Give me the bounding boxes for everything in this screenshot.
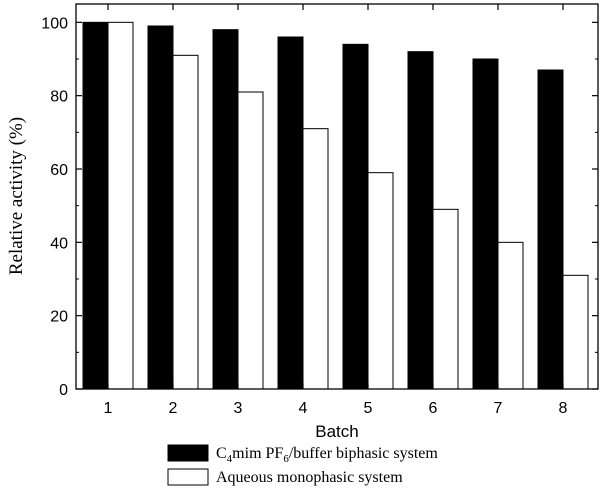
x-tick-label: 4 [299, 400, 308, 417]
bar-aqueous-batch-1 [107, 21, 134, 390]
y-tick-label: 20 [50, 309, 68, 326]
legend-swatch-aqueous [167, 468, 209, 486]
bar-aqueous-batch-5 [367, 172, 394, 390]
y-tick-label: 100 [41, 15, 68, 32]
bar-biphasic-batch-8 [537, 69, 564, 390]
bar-aqueous-batch-4 [302, 128, 329, 390]
x-tick-label: 5 [364, 400, 373, 417]
y-tick-label: 60 [50, 162, 68, 179]
x-axis: 1 2 3 4 5 6 7 8 [104, 4, 568, 417]
bar-aqueous-batch-2 [172, 54, 199, 390]
legend-label-biphasic: C4mim PF6/buffer biphasic system [216, 445, 438, 465]
x-tick-label: 2 [169, 400, 178, 417]
x-axis-title: Batch [315, 422, 358, 441]
bar-biphasic-batch-2 [147, 25, 174, 390]
legend-label-aqueous: Aqueous monophasic system [216, 469, 403, 486]
y-axis: 0 20 40 60 80 100 [41, 15, 598, 399]
x-tick-label: 1 [104, 400, 113, 417]
y-tick-label: 80 [50, 89, 68, 106]
bar-aqueous-batch-6 [432, 208, 459, 390]
x-tick-label: 6 [429, 400, 438, 417]
legend: C4mim PF6/buffer biphasic system Aqueous… [167, 444, 438, 486]
x-tick-label: 7 [494, 400, 503, 417]
bar-biphasic-batch-1 [82, 21, 109, 390]
bar-biphasic-batch-3 [212, 29, 239, 390]
y-tick-label: 40 [50, 235, 68, 252]
x-tick-label: 3 [234, 400, 243, 417]
bar-biphasic-batch-4 [277, 36, 304, 390]
bars-group [82, 21, 589, 390]
bar-aqueous-batch-3 [237, 91, 264, 390]
plot-frame [75, 3, 599, 390]
y-axis-title: Relative activity (%) [6, 117, 27, 275]
x-tick-label: 8 [559, 400, 568, 417]
bar-biphasic-batch-5 [342, 43, 369, 390]
bar-biphasic-batch-7 [472, 58, 499, 390]
legend-swatch-biphasic [167, 444, 209, 462]
bar-aqueous-batch-7 [497, 241, 524, 390]
bar-aqueous-batch-8 [562, 274, 589, 390]
y-tick-label: 0 [59, 382, 68, 399]
bar-biphasic-batch-6 [407, 51, 434, 390]
